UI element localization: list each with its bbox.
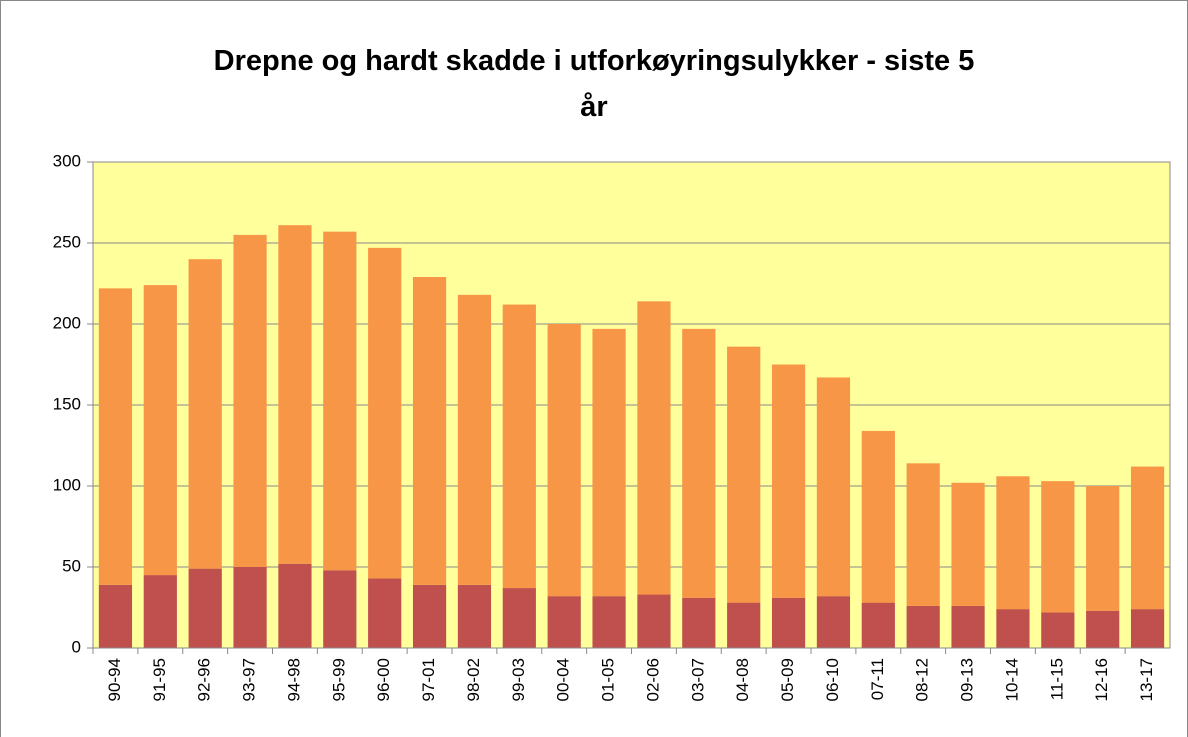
bar-segment [233,234,267,567]
x-tick-label: 08-12 [913,658,932,701]
bar-segment [592,328,626,597]
bar-segment [906,463,940,606]
bar-segment [323,570,357,648]
bar-segment [861,602,895,648]
y-tick-label: 50 [62,556,81,575]
x-tick-label: 96-00 [374,658,393,701]
bar-segment [98,288,133,585]
x-tick-label: 97-01 [419,658,438,701]
bar-segment [637,301,671,595]
bar-segment [547,596,581,648]
x-tick-label: 99-03 [509,658,528,701]
bar-segment [951,482,985,606]
x-tick-label: 04-08 [733,658,752,701]
bar-segment [1086,610,1120,648]
bar-segment [637,594,671,648]
x-tick-label: 07-11 [868,658,887,700]
bar-segment [188,568,222,648]
y-tick-label: 100 [53,475,81,494]
bar-segment [502,304,536,589]
y-tick-label: 250 [53,232,81,251]
x-tick-label: 13-17 [1137,658,1156,701]
bar-segment [816,596,851,648]
x-tick-label: 09-13 [958,658,977,701]
bar-segment [1041,612,1075,648]
bar-segment [143,575,177,648]
bar-segment [412,277,447,585]
y-tick-label: 150 [53,394,81,413]
bar-segment [996,609,1030,648]
bar-segment [592,596,626,648]
x-tick-label: 00-04 [554,658,573,701]
x-tick-label: 01-05 [599,658,618,701]
bar-segment [996,476,1030,610]
bar-segment [771,364,806,598]
bar-segment [771,597,806,648]
x-tick-label: 93-97 [240,658,259,701]
bar-segment [1041,481,1075,613]
x-tick-label: 91-95 [150,658,169,701]
bar-segment [727,346,761,603]
bar-segment [682,597,716,648]
bar-segment [278,563,312,648]
x-tick-label: 06-10 [823,658,842,701]
bar-segment [457,294,492,585]
x-tick-label: 95-99 [329,658,348,701]
bar-segment [861,430,895,603]
bar-segment [1130,466,1165,610]
bar-segment [951,605,985,648]
bar-segment [143,285,177,576]
bar-segment [682,328,716,598]
bar-segment [368,578,402,648]
bar-segment [816,377,851,597]
bar-segment [412,584,447,648]
y-tick-label: 200 [53,313,81,332]
x-tick-label: 90-94 [105,658,124,701]
bar-segment [727,602,761,648]
x-tick-label: 92-96 [195,658,214,701]
bar-segment [98,584,133,648]
bar-segment [457,584,492,648]
bar-segment [278,225,312,564]
x-tick-label: 10-14 [1002,658,1021,701]
bar-segment [233,567,267,648]
y-tick-label: 0 [72,637,81,656]
bar-segment [188,259,222,569]
x-tick-label: 03-07 [688,658,707,701]
chart-title: Drepne og hardt skadde i utforkøyringsul… [214,45,975,123]
bar-segment [502,588,536,648]
x-tick-label: 05-09 [778,658,797,701]
x-tick-label: 94-98 [284,658,303,701]
bar-segment [1086,486,1120,611]
bar-segment [323,231,357,571]
x-tick-label: 02-06 [643,658,662,701]
y-tick-label: 300 [53,151,81,170]
bar-segment [547,324,581,597]
bar-segment [1130,609,1165,648]
bar-segment [906,605,940,648]
x-tick-label: 11-15 [1047,658,1066,700]
x-tick-label: 12-16 [1092,658,1111,701]
x-tick-label: 98-02 [464,658,483,701]
bar-segment [368,247,402,579]
